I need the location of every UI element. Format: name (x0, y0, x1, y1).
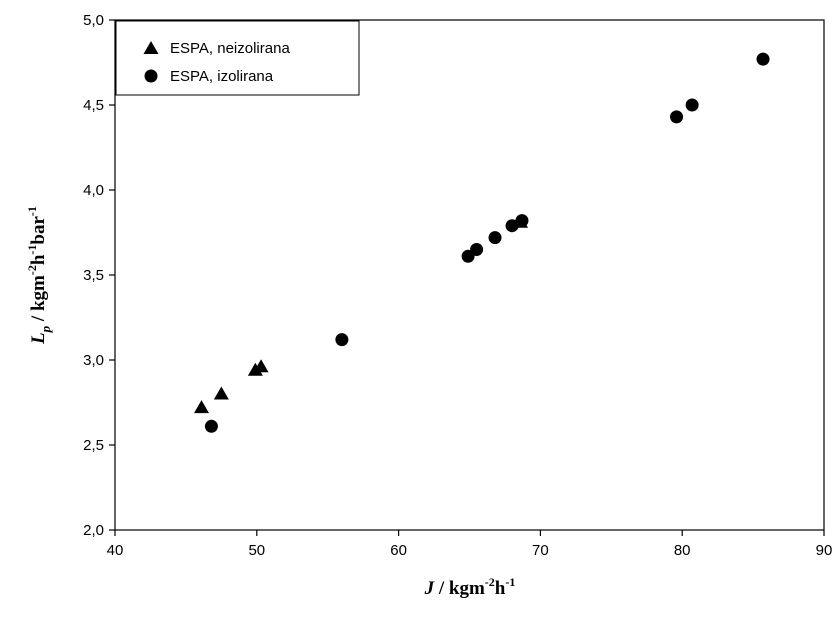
x-tick-label: 60 (390, 542, 407, 559)
x-tick-label: 90 (816, 542, 833, 559)
data-point-circle (488, 231, 502, 245)
x-tick-label: 80 (674, 542, 691, 559)
y-tick-label: 2,0 (83, 522, 104, 539)
data-point-circle (505, 219, 519, 233)
x-tick-label: 50 (248, 542, 265, 559)
data-point-circle (670, 110, 684, 124)
data-point-circle (204, 419, 218, 433)
data-point-triangle (213, 386, 229, 400)
data-point-circle (515, 214, 529, 228)
data-point-circle (470, 243, 484, 256)
data-point-triangle (253, 359, 269, 373)
legend: ESPA, neizolirana ESPA, izolirana (115, 20, 360, 96)
y-tick-label: 3,0 (83, 352, 104, 369)
data-point-circle (335, 333, 349, 347)
legend-box (115, 20, 360, 96)
legend-marker-triangle (143, 41, 159, 54)
x-axis-title: J / kgm-2h-1 (424, 575, 516, 599)
y-tick-label: 5,0 (83, 12, 104, 29)
legend-label-izolirana: ESPA, izolirana (170, 68, 274, 85)
data-point-triangle (193, 400, 209, 414)
data-point-circle (756, 52, 770, 66)
data-points (193, 52, 770, 433)
y-tick-label: 3,5 (83, 267, 104, 284)
y-tick-label: 4,0 (83, 182, 104, 199)
axis-ticks: 40 50 60 70 80 90 2,0 2,5 3,0 3,5 4,0 4,5 5,0 (83, 12, 832, 559)
legend-marker-circle (144, 69, 158, 83)
x-tick-label: 70 (532, 542, 549, 559)
y-tick-label: 4,5 (83, 97, 104, 114)
data-point-circle (685, 98, 699, 112)
plot-area (114, 19, 825, 531)
y-tick-label: 2,5 (83, 437, 104, 454)
y-axis-title: Lp / kgm-2h-1bar-1 (25, 206, 53, 345)
x-tick-label: 40 (107, 542, 124, 559)
legend-label-neizolirana: ESPA, neizolirana (170, 40, 290, 57)
